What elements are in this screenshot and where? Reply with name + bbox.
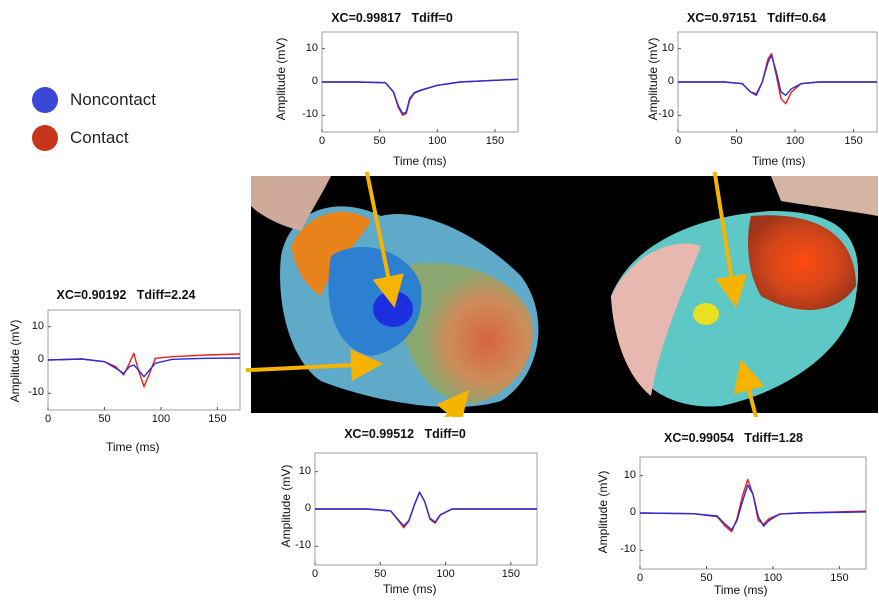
x-tick-label: 50	[98, 413, 111, 425]
y-tick-label: 10	[298, 464, 311, 477]
x-tick-label: 0	[311, 568, 319, 580]
y-axis-label: Amplitude (mV)	[596, 470, 610, 554]
x-tick-label: 150	[844, 135, 863, 147]
x-axis-label: Time (ms)	[383, 582, 437, 596]
right-heart-yellow-spot	[693, 303, 719, 325]
y-tick-label: -10	[295, 539, 311, 552]
y-tick-label: 0	[37, 353, 44, 365]
waveform-plot-svg	[677, 31, 878, 133]
series-line-noncontact	[639, 484, 867, 531]
panel-title: XC=0.99054 Tdiff=1.28	[664, 431, 803, 445]
legend-label-noncontact: Noncontact	[70, 90, 156, 109]
right-heart-tissue	[771, 176, 878, 216]
y-tick-label: -10	[620, 543, 636, 556]
heart-map-image	[251, 176, 878, 413]
x-tick-label: 0	[674, 135, 682, 147]
x-tick-label: 50	[373, 135, 386, 147]
x-tick-label: 100	[428, 135, 447, 147]
left-heart-warm-region	[401, 263, 533, 404]
y-tick-label: -10	[658, 108, 674, 121]
panel-title: XC=0.90192 Tdiff=2.24	[56, 288, 196, 302]
x-tick-label: 100	[785, 135, 805, 147]
x-tick-label: 0	[636, 572, 644, 584]
x-axis-label: Time (ms)	[752, 154, 806, 168]
x-tick-label: 50	[700, 572, 713, 584]
y-axis-label: Amplitude (mV)	[274, 37, 288, 121]
waveform-plot-svg	[639, 456, 867, 570]
y-tick-label: -10	[28, 386, 44, 399]
x-tick-label: 50	[730, 135, 743, 147]
waveform-plot-svg	[314, 452, 538, 566]
x-tick-label: 100	[763, 572, 783, 584]
x-tick-label: 150	[830, 572, 849, 584]
waveform-plot-svg	[47, 309, 241, 411]
series-line-noncontact	[678, 54, 877, 97]
waveform-panel-top-center: XC=0.99817 Tdiff=0 Amplitude (mV) Time (…	[258, 10, 526, 172]
y-tick-label: 0	[629, 506, 636, 518]
y-tick-label: 10	[31, 319, 44, 332]
legend-label-contact: Contact	[70, 128, 129, 147]
x-tick-label: 100	[436, 568, 455, 580]
y-tick-label: 10	[623, 468, 636, 481]
right-heart-warm	[748, 215, 856, 310]
panel-title: XC=0.99817 Tdiff=0	[331, 11, 453, 25]
waveform-panel-top-right: XC=0.97151 Tdiff=0.64 Amplitude (mV) Tim…	[634, 10, 879, 172]
x-tick-label: 0	[318, 135, 326, 147]
series-line-noncontact	[322, 78, 519, 115]
legend-swatch-contact	[32, 125, 58, 151]
y-tick-label: -10	[302, 108, 318, 121]
panel-title: XC=0.97151 Tdiff=0.64	[687, 11, 826, 25]
right-heart-pink	[611, 243, 701, 396]
x-tick-label: 150	[485, 135, 505, 147]
plot-frame	[47, 309, 241, 411]
x-tick-label: 150	[208, 413, 227, 425]
x-tick-label: 50	[374, 568, 387, 580]
x-tick-label: 0	[44, 413, 52, 425]
legend: Noncontact Contact	[22, 82, 222, 162]
waveform-panel-bottom-right: XC=0.99054 Tdiff=1.28 Amplitude (mV) Tim…	[588, 417, 879, 602]
series-line-contact	[315, 491, 537, 529]
x-axis-label: Time (ms)	[714, 583, 768, 597]
y-tick-label: 10	[661, 41, 674, 54]
waveform-panel-bottom-center: XC=0.99512 Tdiff=0 Amplitude (mV) Time (…	[265, 417, 545, 602]
x-axis-label: Time (ms)	[106, 440, 160, 454]
x-tick-label: 150	[501, 568, 521, 580]
panel-title: XC=0.99512 Tdiff=0	[344, 427, 466, 441]
series-line-noncontact	[315, 491, 537, 527]
x-axis-label: Time (ms)	[393, 154, 447, 168]
y-tick-label: 0	[304, 502, 311, 514]
series-line-contact	[322, 78, 519, 117]
left-heart-focus	[373, 291, 413, 327]
series-line-contact	[639, 478, 867, 533]
y-tick-label: 0	[311, 75, 318, 87]
left-heart-orange-top	[291, 211, 371, 296]
y-tick-label: 0	[667, 75, 674, 87]
x-tick-label: 100	[151, 413, 171, 425]
y-tick-label: 10	[305, 41, 318, 54]
series-line-noncontact	[47, 357, 241, 378]
waveform-plot-svg	[321, 31, 519, 133]
legend-swatch-noncontact	[32, 87, 58, 113]
heart-map-svg	[251, 176, 878, 408]
waveform-panel-left: XC=0.90192 Tdiff=2.24 Amplitude (mV) Tim…	[6, 276, 246, 462]
left-heart-tissue	[251, 176, 331, 231]
